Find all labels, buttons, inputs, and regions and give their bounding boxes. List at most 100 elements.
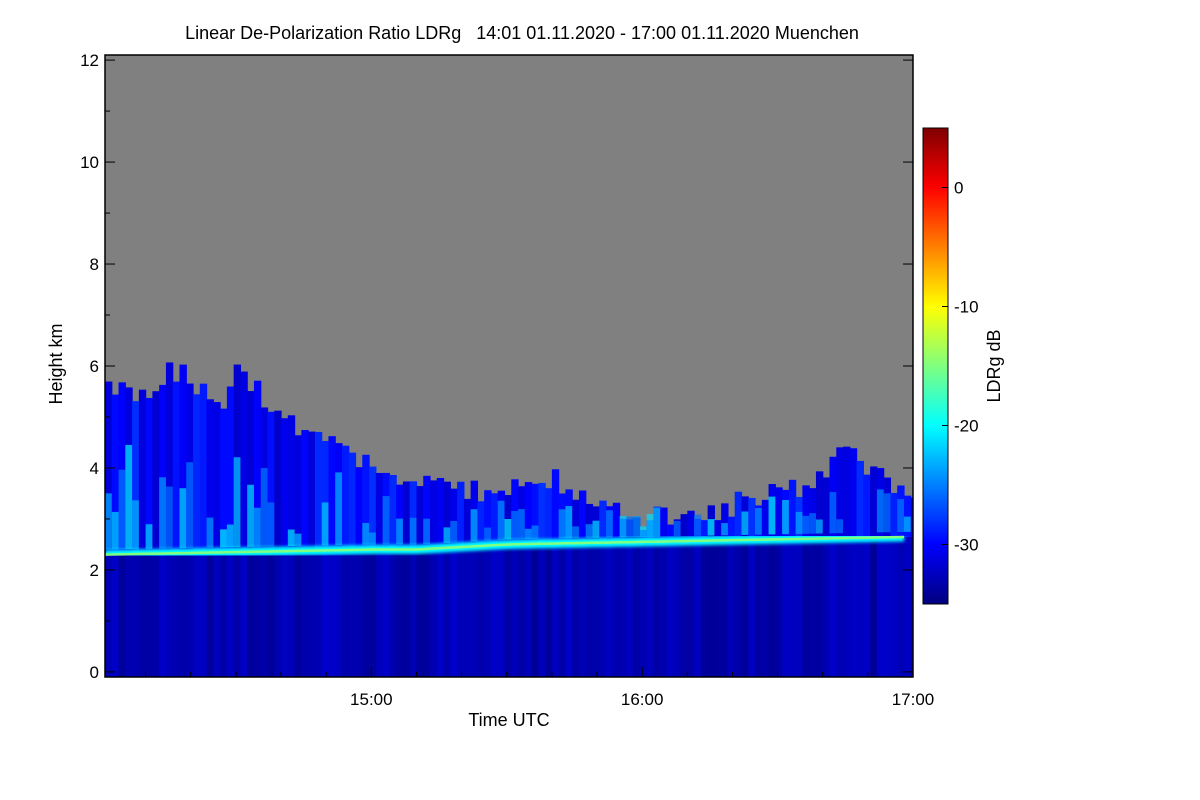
rain-column bbox=[876, 537, 885, 677]
ice-column bbox=[849, 448, 858, 538]
fall-streak bbox=[362, 523, 370, 545]
rain-column bbox=[863, 537, 871, 677]
x-axis-title: Time UTC bbox=[468, 710, 549, 730]
rain-column bbox=[281, 551, 289, 677]
ice-column bbox=[477, 501, 485, 547]
rain-column bbox=[470, 546, 479, 677]
fall-streak bbox=[179, 488, 187, 549]
ice-column bbox=[727, 516, 736, 541]
rain-column bbox=[646, 541, 655, 677]
rain-column bbox=[565, 543, 573, 677]
ice-column bbox=[159, 384, 167, 554]
rain-column bbox=[585, 542, 594, 677]
ice-column bbox=[612, 502, 621, 543]
fall-streak bbox=[233, 457, 242, 548]
rain-column bbox=[497, 544, 506, 677]
rain-column bbox=[775, 539, 783, 677]
rain-column bbox=[226, 552, 235, 677]
fall-streak bbox=[450, 520, 458, 543]
y-tick-label: 2 bbox=[90, 561, 99, 580]
rain-column bbox=[375, 549, 384, 677]
rain-column bbox=[822, 538, 831, 677]
ice-column bbox=[524, 482, 533, 545]
fall-streak bbox=[802, 515, 810, 534]
ice-column bbox=[545, 488, 553, 544]
rain-column bbox=[118, 554, 126, 677]
ice-column bbox=[287, 415, 296, 552]
fall-streak bbox=[829, 492, 837, 534]
rain-column bbox=[843, 538, 851, 677]
rain-column bbox=[328, 550, 336, 677]
chart-title: Linear De-Polarization Ratio LDRg 14:01 … bbox=[185, 23, 859, 43]
rain-column bbox=[362, 549, 370, 677]
y-tick-label: 4 bbox=[90, 459, 99, 478]
ice-column bbox=[484, 490, 492, 546]
colorbar bbox=[922, 127, 949, 605]
rain-column bbox=[321, 550, 330, 677]
rain-column bbox=[125, 554, 133, 677]
rain-column bbox=[165, 553, 174, 677]
rain-column bbox=[199, 552, 208, 677]
fall-streak bbox=[815, 519, 824, 534]
colorbar-tick-label: -10 bbox=[954, 298, 979, 317]
ice-column bbox=[281, 418, 289, 552]
ice-column bbox=[409, 481, 418, 550]
ice-column bbox=[165, 362, 174, 554]
rain-column bbox=[531, 543, 539, 677]
rain-column bbox=[450, 547, 458, 677]
fall-streak bbox=[903, 516, 912, 532]
rain-column bbox=[409, 549, 418, 677]
ice-column bbox=[152, 391, 160, 554]
y-tick-label: 12 bbox=[80, 51, 99, 70]
ice-column bbox=[578, 490, 587, 544]
fall-streak bbox=[321, 502, 330, 546]
fall-streak bbox=[159, 477, 167, 549]
echo-region bbox=[105, 362, 913, 677]
rain-column bbox=[572, 543, 580, 677]
rain-column bbox=[883, 537, 892, 677]
ice-column bbox=[761, 499, 770, 540]
y-tick-label: 8 bbox=[90, 255, 99, 274]
y-tick-label: 10 bbox=[80, 153, 99, 172]
rain-column bbox=[436, 548, 445, 677]
fall-streak bbox=[206, 517, 214, 548]
rain-column bbox=[247, 551, 255, 677]
fall-streak bbox=[105, 493, 113, 550]
fall-streak bbox=[768, 496, 776, 535]
rain-column bbox=[870, 537, 878, 677]
rain-column bbox=[707, 540, 715, 677]
rain-column bbox=[111, 554, 120, 677]
ice-column bbox=[572, 499, 580, 544]
fall-streak bbox=[497, 500, 506, 540]
ice-column bbox=[172, 381, 181, 554]
fall-streak bbox=[504, 518, 512, 540]
fall-streak bbox=[876, 489, 885, 533]
rain-column bbox=[504, 544, 512, 677]
rain-column bbox=[639, 541, 648, 677]
rain-column bbox=[761, 539, 770, 677]
rain-column bbox=[910, 536, 913, 677]
ice-column bbox=[815, 471, 824, 539]
rain-column bbox=[524, 544, 533, 677]
fall-streak bbox=[633, 516, 641, 537]
ice-column bbox=[396, 484, 404, 550]
fall-streak bbox=[782, 499, 790, 535]
ice-column bbox=[199, 383, 208, 553]
fall-streak bbox=[125, 444, 133, 550]
ice-column bbox=[226, 386, 235, 553]
rain-column bbox=[477, 546, 485, 677]
fall-streak bbox=[795, 511, 804, 534]
fall-streak bbox=[260, 467, 269, 547]
y-axis: 0 2 4 6 8 10 12 bbox=[80, 51, 913, 682]
ice-column bbox=[423, 475, 431, 550]
rain-column bbox=[653, 541, 661, 677]
rain-column bbox=[382, 549, 390, 677]
rain-column bbox=[727, 540, 736, 677]
rain-column bbox=[599, 542, 607, 677]
rain-column bbox=[105, 554, 113, 677]
fall-streak bbox=[755, 508, 763, 535]
rain-column bbox=[145, 553, 153, 677]
fall-streak bbox=[558, 509, 567, 539]
fall-streak bbox=[369, 532, 377, 545]
